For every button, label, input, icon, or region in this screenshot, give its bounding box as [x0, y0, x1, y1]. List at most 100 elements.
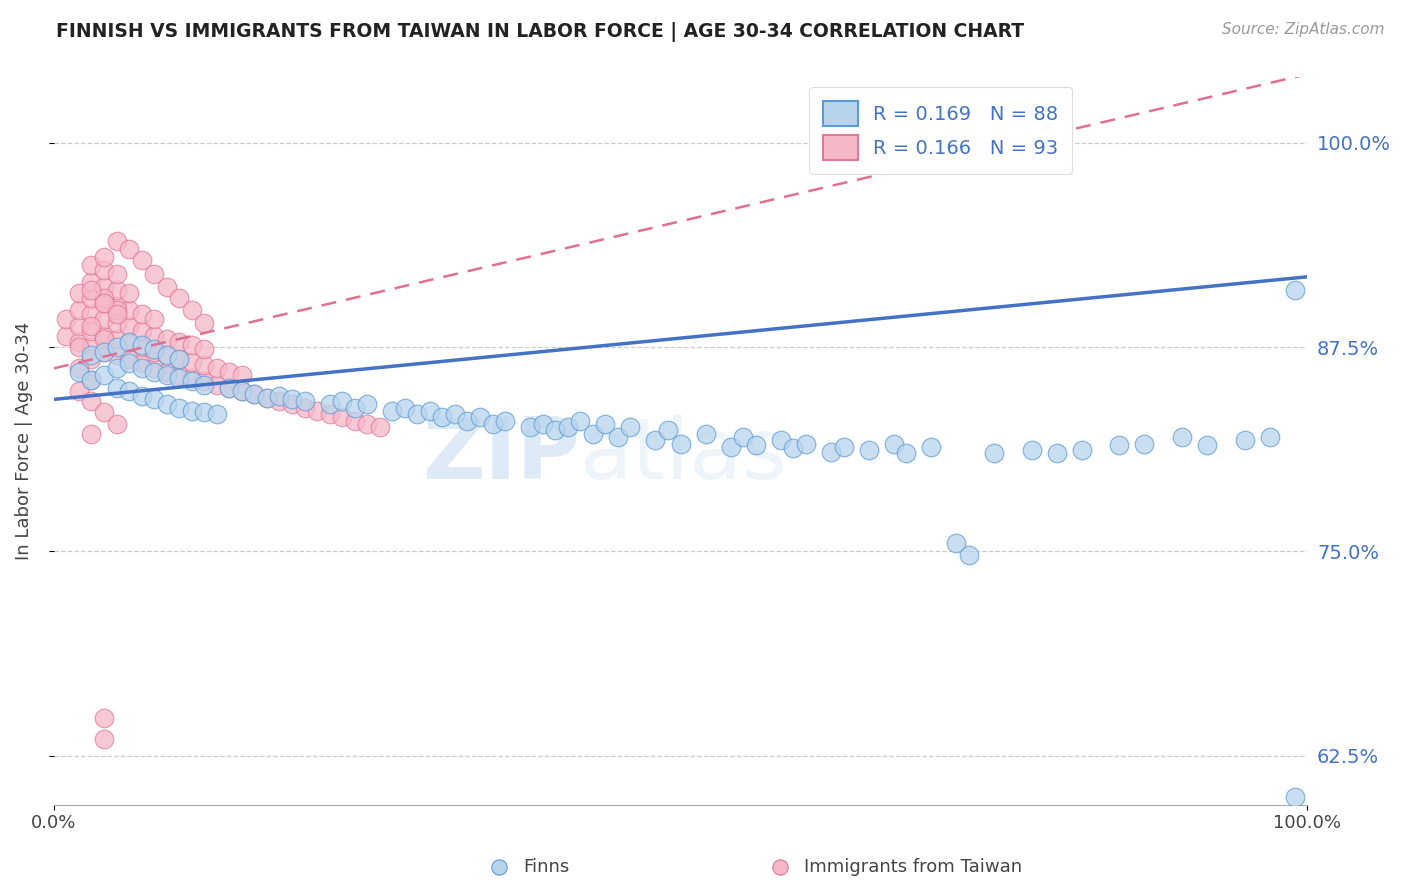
Point — [105, 348, 128, 362]
Point — [832, 440, 855, 454]
Point — [80, 351, 103, 366]
Point — [256, 391, 278, 405]
Point — [156, 368, 179, 382]
Point — [205, 407, 228, 421]
Point — [167, 368, 190, 382]
Point — [167, 371, 190, 385]
Text: atlas: atlas — [581, 414, 789, 497]
Text: Immigrants from Taiwan: Immigrants from Taiwan — [804, 858, 1022, 876]
Point — [256, 391, 278, 405]
Point — [582, 426, 605, 441]
Point — [105, 307, 128, 321]
Point — [118, 356, 141, 370]
Point — [231, 384, 253, 399]
Point — [55, 312, 77, 326]
Point — [294, 394, 316, 409]
Point — [105, 299, 128, 313]
Point — [67, 340, 90, 354]
Point — [156, 332, 179, 346]
Point — [531, 417, 554, 431]
Point — [794, 436, 817, 450]
Point — [105, 361, 128, 376]
Point — [1171, 430, 1194, 444]
Point — [318, 397, 340, 411]
Point — [105, 234, 128, 248]
Point — [669, 436, 692, 450]
Point — [218, 365, 240, 379]
Point — [307, 404, 329, 418]
Point — [118, 335, 141, 350]
Point — [733, 430, 755, 444]
Point — [1021, 443, 1043, 458]
Point — [143, 365, 166, 379]
Point — [93, 732, 115, 747]
Point — [180, 355, 202, 369]
Point — [80, 318, 103, 333]
Point — [67, 335, 90, 350]
Point — [80, 373, 103, 387]
Point — [720, 440, 742, 454]
Point — [105, 332, 128, 346]
Point — [356, 417, 378, 431]
Point — [519, 420, 541, 434]
Point — [243, 387, 266, 401]
Point — [131, 324, 153, 338]
Point — [156, 348, 179, 362]
Point — [544, 424, 567, 438]
Point — [494, 414, 516, 428]
Point — [343, 414, 366, 428]
Point — [143, 345, 166, 359]
Point — [105, 302, 128, 317]
Point — [80, 259, 103, 273]
Point — [93, 328, 115, 343]
Point — [105, 381, 128, 395]
Point — [243, 387, 266, 401]
Point — [143, 328, 166, 343]
Point — [80, 291, 103, 305]
Point — [143, 342, 166, 356]
Point — [156, 365, 179, 379]
Point — [143, 392, 166, 407]
Point — [456, 414, 478, 428]
Point — [93, 279, 115, 293]
Point — [131, 340, 153, 354]
Point — [93, 345, 115, 359]
Point — [820, 444, 842, 458]
Point — [619, 420, 641, 434]
Point — [193, 342, 215, 356]
Point — [193, 316, 215, 330]
Point — [105, 340, 128, 354]
Point — [193, 377, 215, 392]
Point — [205, 377, 228, 392]
Point — [218, 381, 240, 395]
Point — [93, 291, 115, 305]
Point — [93, 368, 115, 382]
Point — [444, 407, 467, 421]
Point — [93, 263, 115, 277]
Point — [67, 318, 90, 333]
Point — [167, 335, 190, 350]
Point — [93, 250, 115, 264]
Point — [55, 328, 77, 343]
Point — [394, 401, 416, 415]
Text: FINNISH VS IMMIGRANTS FROM TAIWAN IN LABOR FORCE | AGE 30-34 CORRELATION CHART: FINNISH VS IMMIGRANTS FROM TAIWAN IN LAB… — [56, 22, 1025, 42]
Point — [118, 286, 141, 301]
Point — [105, 267, 128, 281]
Point — [1284, 789, 1306, 804]
Point — [1045, 446, 1067, 460]
Point — [368, 420, 391, 434]
Point — [80, 283, 103, 297]
Point — [419, 404, 441, 418]
Point — [406, 407, 429, 421]
Point — [381, 404, 404, 418]
Point — [180, 338, 202, 352]
Point — [143, 267, 166, 281]
Point — [93, 711, 115, 725]
Text: ZIP: ZIP — [423, 414, 581, 497]
Point — [167, 291, 190, 305]
Y-axis label: In Labor Force | Age 30-34: In Labor Force | Age 30-34 — [15, 322, 32, 560]
Point — [1108, 438, 1130, 452]
Point — [167, 401, 190, 415]
Point — [105, 316, 128, 330]
Point — [105, 417, 128, 431]
